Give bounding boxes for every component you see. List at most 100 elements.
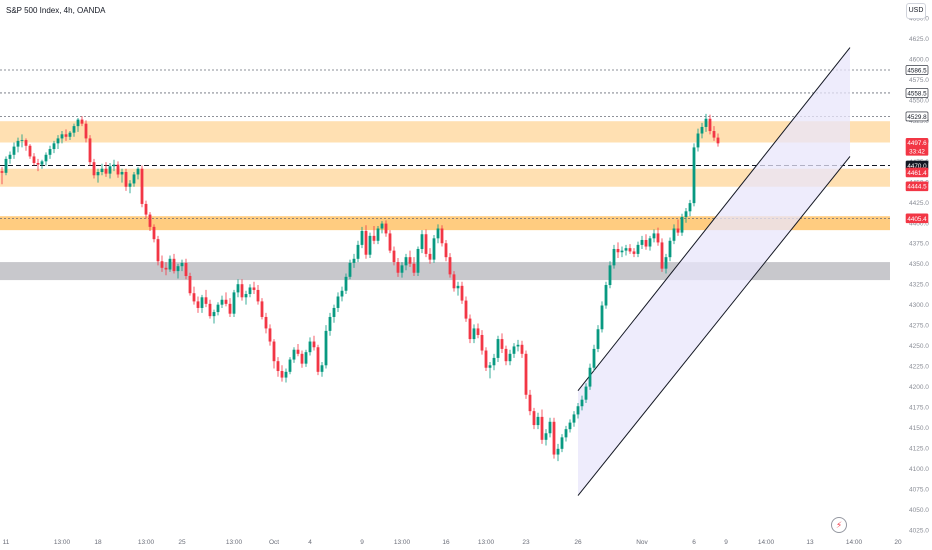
candle-body [284, 371, 288, 378]
candle-body [500, 339, 504, 349]
y-tick-label: 4425.0 [909, 200, 929, 207]
candle-body [496, 339, 500, 358]
candle-body [40, 161, 44, 165]
candle-body [256, 289, 260, 302]
candle-body [4, 158, 8, 173]
candle-body [300, 353, 304, 364]
candle-body [276, 361, 280, 372]
candle-body [0, 171, 4, 173]
candle-body [240, 284, 244, 298]
candle-body [408, 257, 412, 264]
candle-body [136, 168, 140, 175]
candle-body [548, 421, 552, 434]
candle-body [524, 353, 528, 395]
candle-body [432, 238, 436, 260]
candle-body [24, 140, 28, 146]
y-tick-label: 4275.0 [909, 323, 929, 330]
candle-body [104, 168, 108, 174]
x-tick-label: 9 [724, 539, 728, 546]
channel-fill [578, 47, 850, 496]
candle-body [428, 253, 432, 260]
x-tick-label: Nov [636, 539, 648, 546]
lightning-icon[interactable]: ⚡ [831, 517, 847, 533]
candle-body [640, 239, 644, 245]
candle-body [32, 156, 36, 163]
y-tick-label: 4050.0 [909, 507, 929, 514]
candle-body [128, 183, 132, 187]
candle-body [36, 162, 40, 165]
candle-body [540, 416, 544, 440]
candle-body [380, 223, 384, 229]
x-tick-label: 4 [308, 539, 312, 546]
candle-body [188, 276, 192, 294]
candle-body [212, 312, 216, 317]
y-tick-label: 4325.0 [909, 282, 929, 289]
candle-body [464, 300, 468, 319]
candle-body [112, 164, 116, 167]
candle-body [564, 429, 568, 438]
candle-body [96, 171, 100, 176]
candle-body [348, 262, 352, 277]
candle-body [484, 350, 488, 368]
candle-body [592, 348, 596, 368]
price-zone [0, 121, 890, 143]
candle-body [688, 203, 692, 212]
candle-body [556, 448, 560, 455]
candle-body [504, 348, 508, 362]
candle-body [684, 211, 688, 218]
y-tick-label: 4600.0 [909, 56, 929, 63]
x-tick-label: 18 [94, 539, 102, 546]
candle-body [16, 140, 20, 147]
candle-body [356, 244, 360, 259]
price-zone [0, 168, 890, 187]
y-tick-label: 4350.0 [909, 261, 929, 268]
y-tick-label: 4025.0 [909, 527, 929, 534]
candle-body [668, 240, 672, 258]
candle-body [148, 214, 152, 227]
candle-body [244, 294, 248, 298]
candle-body [572, 414, 576, 423]
candle-body [512, 346, 516, 354]
candle-body [20, 140, 24, 141]
candle-body [672, 228, 676, 241]
symbol-title[interactable]: S&P 500 Index, 4h, OANDA [6, 6, 106, 15]
candle-body [172, 258, 176, 272]
candle-body [664, 257, 668, 269]
candle-body [560, 437, 564, 449]
y-tick-label: 4300.0 [909, 302, 929, 309]
candle-body [708, 118, 712, 132]
candle-body [692, 147, 696, 204]
candle-body [416, 248, 420, 273]
x-tick-label: 13:00 [54, 539, 71, 546]
price-label-box [905, 181, 929, 192]
candle-body [164, 267, 168, 270]
candle-body [72, 126, 76, 133]
candle-body [528, 394, 532, 412]
candle-body [444, 243, 448, 258]
candle-body [272, 341, 276, 362]
candle-body [636, 244, 640, 254]
candle-body [60, 134, 64, 139]
price-label-text: 4529.8 [907, 114, 927, 121]
y-tick-label: 4125.0 [909, 446, 929, 453]
x-tick-label: 14:00 [846, 539, 863, 546]
candle-body [396, 262, 400, 273]
candle-body [656, 233, 660, 243]
candle-body [200, 297, 204, 308]
price-label-box [905, 213, 929, 224]
candle-body [620, 250, 624, 253]
candle-body [632, 251, 636, 254]
candle-body [568, 422, 572, 430]
candle-body [580, 399, 584, 407]
candle-body [344, 276, 348, 291]
y-tick-label: 4400.0 [909, 220, 929, 227]
time-axis[interactable]: 11 13:00 18 13:00 25 13:00 Oct 4 9 13:00 16 13:00 23… [3, 539, 902, 546]
candle-body [176, 266, 180, 272]
candle-body [64, 134, 68, 137]
candle-body [576, 406, 580, 415]
price-zone [0, 216, 890, 231]
candle-body [288, 359, 292, 372]
currency-button[interactable]: USD [906, 3, 926, 19]
candle-body [124, 171, 128, 187]
